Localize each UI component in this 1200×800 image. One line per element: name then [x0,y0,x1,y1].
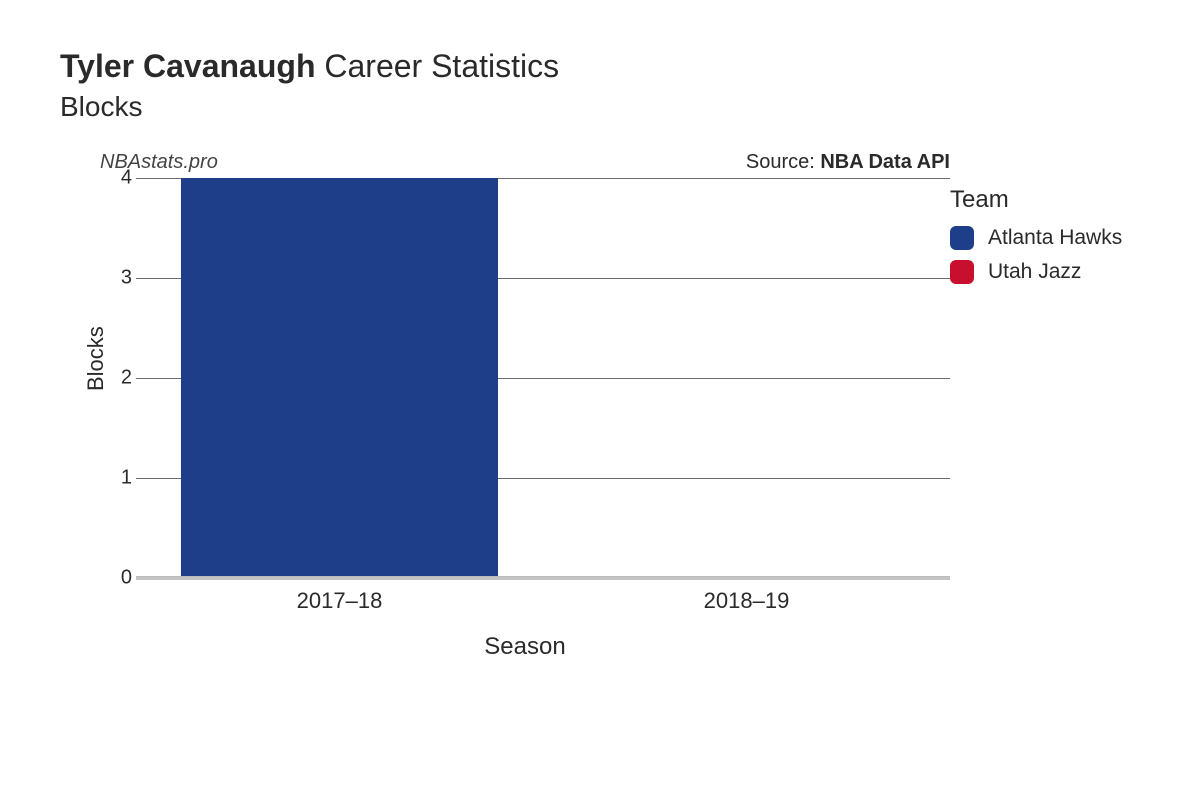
x-tick-label: 2018–19 [704,588,790,614]
legend-swatch [950,226,974,250]
gridline [136,577,950,580]
page-title: Tyler Cavanaugh Career Statistics [60,48,1140,85]
y-tick-label: 0 [108,567,132,590]
plot-area [136,178,950,578]
player-name: Tyler Cavanaugh [60,48,315,84]
legend-swatch [950,260,974,284]
legend-label: Utah Jazz [988,260,1081,284]
chart-subtitle: Blocks [60,91,1140,123]
meta-row: NBAstats.pro Source: NBA Data API [100,151,950,174]
y-tick-label: 1 [108,467,132,490]
source-label: Source: [746,151,820,173]
legend: Team Atlanta Hawks Utah Jazz [950,186,1122,294]
source-name: NBA Data API [820,151,950,173]
y-axis-label: Blocks [83,326,109,391]
legend-label: Atlanta Hawks [988,226,1122,250]
y-tick-label: 4 [108,167,132,190]
y-tick-label: 3 [108,267,132,290]
title-suffix: Career Statistics [324,48,559,84]
y-tick-label: 2 [108,367,132,390]
legend-item: Utah Jazz [950,260,1122,284]
x-axis-label: Season [484,633,565,661]
blocks-chart: Blocks Season 012342017–182018–19 [100,178,950,618]
x-tick-label: 2017–18 [297,588,383,614]
legend-item: Atlanta Hawks [950,226,1122,250]
source: Source: NBA Data API [746,151,950,174]
legend-title: Team [950,186,1122,214]
bar [181,178,498,576]
